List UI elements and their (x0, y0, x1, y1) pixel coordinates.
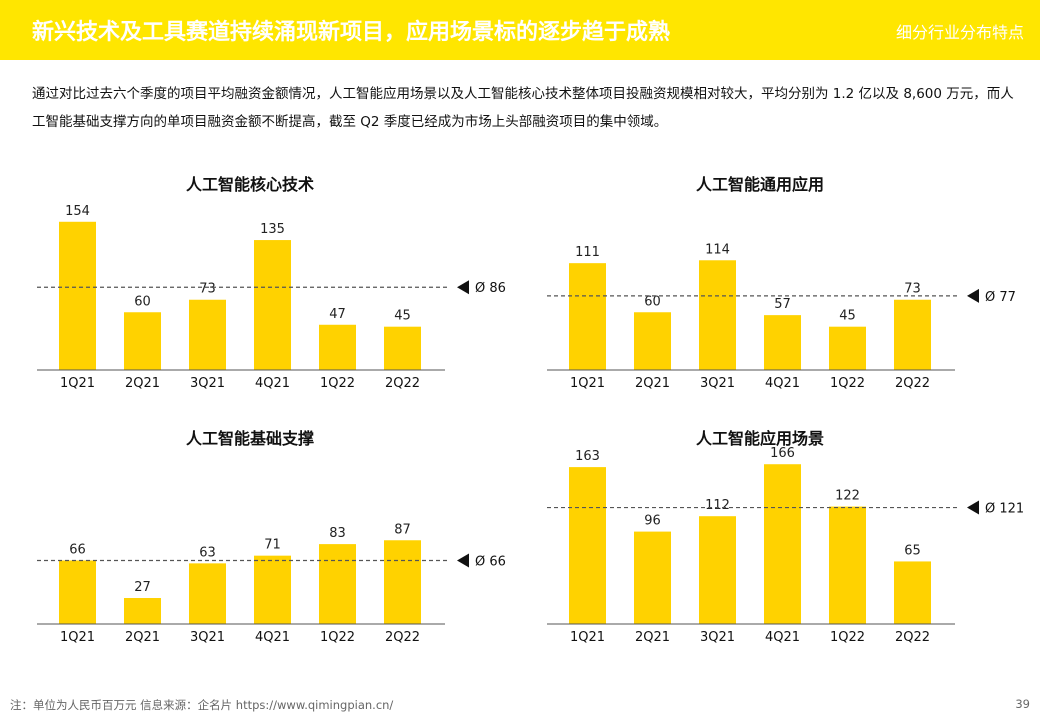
chart-svg: 人工智能通用应用 111 1Q21 60 2Q21 114 3Q21 57 4Q21 45 1Q22… (547, 175, 1016, 391)
page-title: 新兴技术及工具赛道持续涌现新项目，应用场景标的逐步趋于成熟 (32, 20, 671, 45)
x-tick-label: 1Q21 (60, 376, 95, 391)
data-label: 73 (904, 282, 921, 297)
bar-2Q21 (634, 312, 671, 370)
average-label: Ø 66 (475, 554, 506, 569)
chart-infrastructure: 人工智能基础支撑 66 1Q21 27 2Q21 63 3Q21 71 4Q21 83 1Q22 87… (25, 422, 506, 657)
header-banner: 新兴技术及工具赛道持续涌现新项目，应用场景标的逐步趋于成熟 细分行业分布特点 (0, 0, 1040, 60)
data-label: 57 (774, 297, 791, 312)
data-label: 122 (835, 489, 860, 504)
data-label: 47 (329, 307, 346, 322)
x-tick-label: 1Q21 (60, 630, 95, 645)
x-tick-label: 1Q21 (570, 630, 605, 645)
x-tick-label: 4Q21 (765, 630, 800, 645)
data-label: 71 (264, 538, 281, 553)
bar-1Q21 (59, 560, 96, 624)
data-label: 96 (644, 514, 661, 529)
chart-svg: 人工智能应用场景 163 1Q21 96 2Q21 112 3Q21 166 4Q21 122 1Q… (547, 429, 1024, 645)
x-tick-label: 2Q22 (385, 630, 420, 645)
data-label: 45 (394, 309, 411, 324)
bar-4Q21 (764, 464, 801, 624)
chart-title: 人工智能应用场景 (696, 429, 824, 448)
bar-1Q21 (59, 221, 96, 370)
x-tick-label: 4Q21 (255, 630, 290, 645)
average-label: Ø 77 (985, 290, 1016, 305)
x-tick-label: 3Q21 (190, 376, 225, 391)
data-label: 83 (329, 526, 346, 541)
data-label: 66 (69, 542, 86, 557)
bar-3Q21 (699, 260, 736, 370)
chart-title: 人工智能通用应用 (696, 175, 824, 194)
x-tick-label: 3Q21 (190, 630, 225, 645)
chart-general-application: 人工智能通用应用 111 1Q21 60 2Q21 114 3Q21 57 4Q21 45 1Q22… (535, 168, 1016, 403)
data-label: 60 (644, 294, 661, 309)
x-tick-label: 2Q22 (385, 376, 420, 391)
x-tick-label: 3Q21 (700, 630, 735, 645)
x-tick-label: 2Q21 (635, 376, 670, 391)
x-tick-label: 3Q21 (700, 376, 735, 391)
data-label: 163 (575, 449, 600, 464)
bar-2Q21 (124, 598, 161, 624)
x-tick-label: 1Q22 (830, 630, 865, 645)
bar-3Q21 (189, 563, 226, 624)
bar-1Q22 (829, 326, 866, 370)
data-label: 166 (770, 446, 795, 461)
chart-svg: 人工智能基础支撑 66 1Q21 27 2Q21 63 3Q21 71 4Q21 83 1Q22 87… (37, 429, 506, 645)
average-marker-icon (457, 553, 469, 568)
average-marker-icon (967, 500, 979, 515)
data-label: 111 (575, 245, 600, 260)
footer-note: 注：单位为人民币百万元 信息来源：企名片 https://www.qimingp… (10, 698, 394, 712)
x-tick-label: 2Q21 (125, 376, 160, 391)
average-label: Ø 86 (475, 281, 506, 296)
chart-svg: 人工智能核心技术 154 1Q21 60 2Q21 73 3Q21 135 4Q21 47 1Q22… (37, 175, 506, 391)
x-tick-label: 2Q21 (635, 630, 670, 645)
average-marker-icon (967, 288, 979, 303)
bar-2Q22 (894, 299, 931, 370)
page-number: 39 (1015, 697, 1030, 711)
bar-3Q21 (189, 299, 226, 370)
bar-2Q22 (894, 561, 931, 624)
average-marker-icon (457, 280, 469, 295)
bar-1Q22 (319, 324, 356, 370)
x-tick-label: 1Q22 (830, 376, 865, 391)
data-label: 63 (199, 545, 216, 560)
x-tick-label: 1Q22 (320, 630, 355, 645)
average-label: Ø 121 (985, 502, 1024, 517)
data-label: 27 (134, 580, 151, 595)
data-label: 60 (134, 294, 151, 309)
data-label: 65 (904, 543, 921, 558)
intro-paragraph: 通过对比过去六个季度的项目平均融资金额情况，人工智能应用场景以及人工智能核心技术… (32, 86, 1014, 130)
x-tick-label: 4Q21 (765, 376, 800, 391)
bar-1Q21 (569, 263, 606, 370)
bar-4Q21 (254, 240, 291, 370)
bar-3Q21 (699, 516, 736, 624)
section-label: 细分行业分布特点 (895, 23, 1024, 42)
bar-4Q21 (764, 315, 801, 370)
x-tick-label: 1Q22 (320, 376, 355, 391)
data-label: 87 (394, 522, 411, 537)
bar-2Q22 (384, 326, 421, 370)
bar-4Q21 (254, 555, 291, 624)
data-label: 114 (705, 242, 730, 257)
chart-title: 人工智能核心技术 (186, 175, 314, 194)
data-label: 135 (260, 222, 285, 237)
chart-core-tech: 人工智能核心技术 154 1Q21 60 2Q21 73 3Q21 135 4Q21 47 1Q22… (25, 168, 506, 403)
x-tick-label: 2Q22 (895, 376, 930, 391)
x-tick-label: 1Q21 (570, 376, 605, 391)
bar-2Q22 (384, 540, 421, 624)
x-tick-label: 4Q21 (255, 376, 290, 391)
data-label: 73 (199, 282, 216, 297)
chart-title: 人工智能基础支撑 (186, 429, 314, 448)
bar-2Q21 (124, 312, 161, 370)
chart-application-scenario: 人工智能应用场景 163 1Q21 96 2Q21 112 3Q21 166 4Q21 122 1Q… (535, 422, 1024, 657)
bar-1Q21 (569, 467, 606, 624)
bar-2Q21 (634, 531, 671, 624)
data-label: 154 (65, 204, 90, 219)
data-label: 45 (839, 309, 856, 324)
data-label: 112 (705, 498, 730, 513)
x-tick-label: 2Q21 (125, 630, 160, 645)
bar-1Q22 (319, 544, 356, 624)
bar-1Q22 (829, 506, 866, 624)
x-tick-label: 2Q22 (895, 630, 930, 645)
